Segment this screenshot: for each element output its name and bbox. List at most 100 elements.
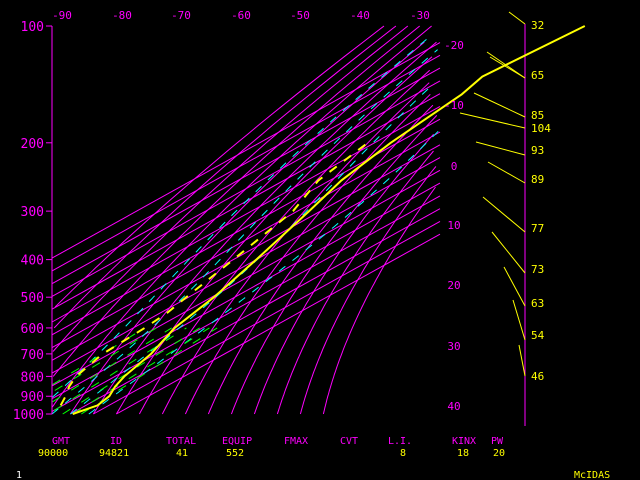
isotherm-line <box>51 169 441 387</box>
dry-adiabats <box>51 25 438 415</box>
dry-adiabat-line <box>207 104 434 415</box>
moist-adiabat-line <box>52 33 433 398</box>
param-value-equip: 552 <box>226 448 244 459</box>
isotherm-line <box>70 208 441 415</box>
mcidas-brand: McIDAS <box>574 470 610 480</box>
dry-adiabat-line <box>92 41 437 415</box>
height-label: 32 <box>531 19 544 32</box>
isotherm-line <box>51 195 441 412</box>
mixing-ratio-line <box>52 327 172 403</box>
wind-barb <box>473 92 526 118</box>
wind-barb <box>489 56 526 79</box>
dry-adiabat-line <box>69 41 425 415</box>
temperature-profile <box>72 25 586 415</box>
top-temp-label: -60 <box>231 9 251 22</box>
top-temp-label: -40 <box>350 9 370 22</box>
temperature-line <box>72 25 586 415</box>
dry-adiabat-line <box>138 69 431 415</box>
wind-barb <box>491 231 526 274</box>
wind-barb <box>475 141 526 156</box>
right-temp-label: -10 <box>444 99 464 112</box>
mixing-ratio-line <box>54 327 157 391</box>
height-label: 73 <box>531 263 544 276</box>
dewpoint-line <box>59 142 369 406</box>
dry-adiabat-line <box>230 115 438 415</box>
dewpoint-profile <box>59 142 369 406</box>
pressure-label-600: 600 <box>21 322 44 337</box>
param-label-id: ID <box>110 436 122 447</box>
isotherm-line <box>93 221 441 415</box>
isotherm-line <box>51 118 441 336</box>
dry-adiabat-line <box>53 25 397 329</box>
param-value-kinx: 18 <box>457 448 469 459</box>
wind-barb <box>459 112 526 129</box>
mixing-ratio-line <box>53 327 187 412</box>
pressure-label-500: 500 <box>21 291 44 306</box>
right-temp-label: 40 <box>447 400 460 413</box>
param-label-equip: EQUIP <box>222 436 252 447</box>
param-value-pw: 20 <box>493 448 505 459</box>
dry-adiabat-line <box>54 25 385 308</box>
wind-barb <box>482 196 526 233</box>
mixing-ratio-line <box>52 327 146 386</box>
param-label-total: TOTAL <box>166 436 196 447</box>
dry-adiabat-line <box>299 166 437 415</box>
right-temp-label: -20 <box>444 39 464 52</box>
isotherm-line <box>51 42 441 259</box>
top-temp-label: -70 <box>171 9 191 22</box>
height-label: 65 <box>531 69 544 82</box>
height-label: 77 <box>531 222 544 235</box>
pressure-label-1000: 1000 <box>13 408 44 423</box>
dry-adiabat-line <box>322 186 436 415</box>
isotherm-line <box>51 182 441 400</box>
dry-adiabat-line <box>253 133 434 415</box>
pressure-label-200: 200 <box>21 137 44 152</box>
moist-adiabats <box>51 33 441 415</box>
param-value-total: 41 <box>176 448 188 459</box>
pressure-label-300: 300 <box>21 205 44 220</box>
isotherm-line <box>51 106 441 323</box>
top-temp-label: -50 <box>290 9 310 22</box>
wind-barb <box>487 161 526 184</box>
mixing-ratio-line <box>81 327 218 415</box>
param-label-li: L.I. <box>388 436 412 447</box>
pressure-label-900: 900 <box>21 390 44 405</box>
isotherm-line <box>51 157 441 374</box>
right-temp-label: 30 <box>447 340 460 353</box>
wind-barb <box>512 299 526 341</box>
wind-profile <box>459 11 526 377</box>
isotherm-line <box>116 233 441 415</box>
param-value-li: 8 <box>400 448 406 459</box>
param-label-cvt: CVT <box>340 436 358 447</box>
pressure-label-800: 800 <box>21 370 44 385</box>
mixing-ratio-line <box>62 327 200 415</box>
param-label-pw: PW <box>491 436 504 447</box>
pressure-label-700: 700 <box>21 348 44 363</box>
height-label: 93 <box>531 144 544 157</box>
moist-adiabat-line <box>88 129 441 415</box>
isotherm-line <box>51 131 441 348</box>
top-temp-label: -90 <box>52 9 72 22</box>
isotherm-line <box>51 54 441 272</box>
height-label: 85 <box>531 109 544 122</box>
mixing-ratio-lines <box>52 327 218 415</box>
pressure-label-400: 400 <box>21 254 44 269</box>
param-value-gmt: 90000 <box>38 448 68 459</box>
dry-adiabat-line <box>276 150 434 415</box>
moist-adiabat-line <box>51 49 438 415</box>
right-temp-label: 20 <box>447 279 460 292</box>
height-label: 63 <box>531 297 544 310</box>
height-label: 104 <box>531 122 551 135</box>
mixing-ratio-line <box>72 327 210 415</box>
dry-adiabat-line <box>161 82 430 415</box>
dry-adiabat-line <box>51 25 432 408</box>
dry-adiabat-line <box>52 25 421 377</box>
height-label: 89 <box>531 173 544 186</box>
param-label-kinx: KINX <box>452 436 476 447</box>
param-label-gmt: GMT <box>52 436 70 447</box>
moist-adiabat-line <box>70 82 435 415</box>
isotherm-line <box>51 67 441 285</box>
top-temp-label: -80 <box>112 9 132 22</box>
right-temp-label: 0 <box>451 160 458 173</box>
